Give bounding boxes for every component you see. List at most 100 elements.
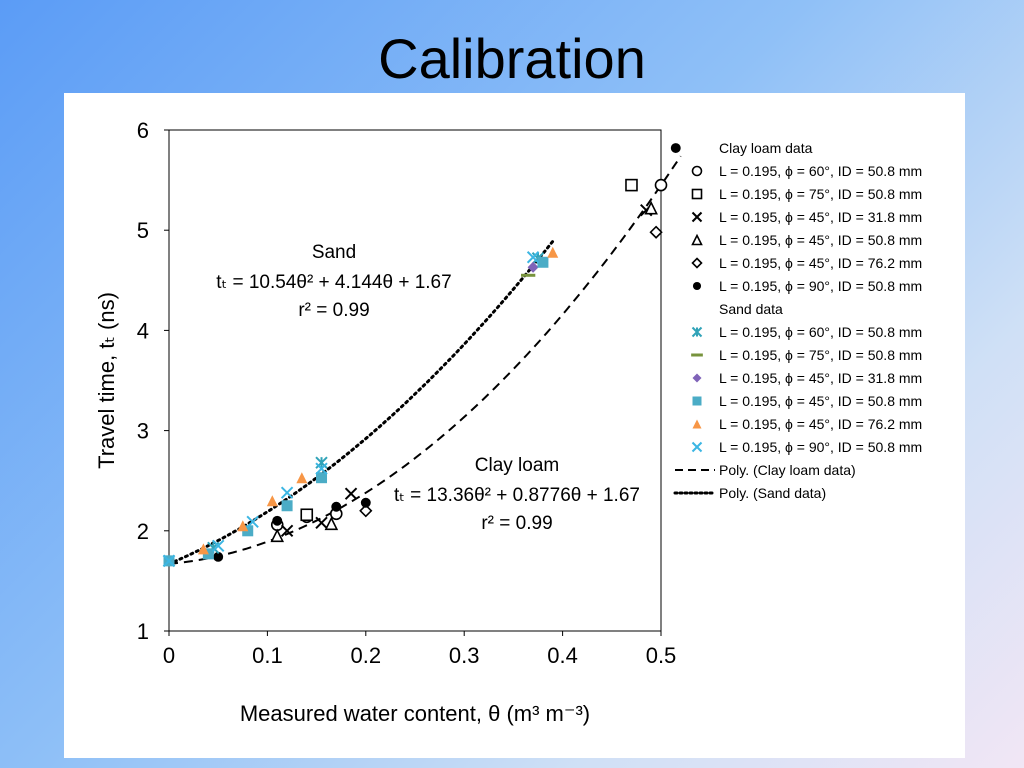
sand-data-point <box>280 486 294 499</box>
clay-loam-data-point <box>644 200 658 215</box>
legend-group-label: Sand data <box>719 301 783 317</box>
y-tick-label: 1 <box>137 619 149 644</box>
clay-loam-data-point <box>670 143 681 153</box>
y-tick-label: 4 <box>137 318 149 343</box>
sand-data-point <box>296 472 308 484</box>
legend: Clay loam data L = 0.195, ϕ = 60°, ID = 5… <box>673 140 922 501</box>
marker-shape <box>300 508 314 522</box>
legend-entry-label: L = 0.195, ϕ = 45°, ID = 50.8 mm <box>719 232 922 248</box>
marker-shape <box>692 419 702 429</box>
marker-shape <box>270 528 285 543</box>
clay-loam-data-point <box>654 178 668 192</box>
plot-frame <box>168 129 662 632</box>
marker-stroke <box>211 539 225 553</box>
clay-loam-data-point <box>315 516 328 529</box>
slide-title: Calibration <box>378 27 646 90</box>
sand-data-point <box>197 543 209 555</box>
marker-shape <box>692 281 702 291</box>
marker-shape <box>644 200 658 215</box>
sand-data-point <box>237 520 249 532</box>
marker-shape <box>654 178 668 192</box>
clay-loam-data-point <box>359 504 373 518</box>
marker-shape <box>527 261 539 273</box>
x-tick-label: 0.5 <box>646 643 677 668</box>
marker-shape <box>316 472 328 484</box>
clay-loam-data-point <box>331 501 342 512</box>
marker-stroke <box>280 486 294 499</box>
clay-loam-data-point <box>213 551 224 562</box>
legend-marker <box>692 373 702 383</box>
sand-data-point <box>315 462 328 475</box>
marker-shape <box>296 472 308 484</box>
sand-data-point <box>246 515 259 528</box>
sand-data-point <box>547 246 559 258</box>
legend-marker <box>691 257 703 269</box>
marker-shape <box>360 497 371 508</box>
sand-data-point <box>315 456 328 469</box>
marker-shape <box>197 543 209 555</box>
legend-entry-label: L = 0.195, ϕ = 90°, ID = 50.8 mm <box>719 439 922 455</box>
x-tick-label: 0.4 <box>547 643 578 668</box>
sand-data-point <box>211 539 225 553</box>
marker-shape <box>547 246 559 258</box>
sand-data-point <box>316 472 328 484</box>
clay-loam-data-point <box>270 528 285 543</box>
legend-entry-label: L = 0.195, ϕ = 45°, ID = 50.8 mm <box>719 393 922 409</box>
legend-entry-label: L = 0.195, ϕ = 60°, ID = 50.8 mm <box>719 163 922 179</box>
marker-shape <box>692 373 702 383</box>
sand-fit-curve <box>167 239 555 566</box>
marker-shape <box>649 225 663 239</box>
legend-entry-label: L = 0.195, ϕ = 75°, ID = 50.8 mm <box>719 347 922 363</box>
sand-data-point <box>527 261 539 273</box>
marker-shape <box>324 516 339 531</box>
x-tick-label: 0.1 <box>252 643 283 668</box>
marker-shape <box>625 178 638 192</box>
legend-entry-label: L = 0.195, ϕ = 60°, ID = 50.8 mm <box>719 324 922 340</box>
marker-shape <box>272 515 283 526</box>
marker-stroke <box>162 554 176 568</box>
clay-loam-data-point <box>360 497 371 508</box>
sand-annotation-r2: r² = 0.99 <box>298 300 369 321</box>
legend-marker <box>692 419 702 429</box>
clay-loam-fit-curve <box>168 155 682 565</box>
marker-shape <box>237 520 249 532</box>
marker-stroke <box>691 441 703 453</box>
legend-marker <box>691 188 703 200</box>
marker-shape <box>670 143 681 153</box>
marker-shape <box>213 551 224 562</box>
sand-annotation-equation: tₜ = 10.54θ² + 4.144θ + 1.67 <box>216 272 451 293</box>
y-axis-label: Travel time, tₜ (ns) <box>94 292 119 469</box>
marker-stroke <box>526 251 540 264</box>
marker-shape <box>537 256 549 268</box>
clay-loam-data-point <box>280 524 294 538</box>
marker-shape <box>691 257 703 269</box>
legend-entry-label: L = 0.195, ϕ = 45°, ID = 76.2 mm <box>719 255 922 271</box>
calibration-chart: 0 0.1 0.2 0.3 0.4 0.5 1 2 3 4 5 6 Measured water con… <box>94 118 922 726</box>
marker-shape <box>266 495 278 507</box>
y-tick-label: 6 <box>137 118 149 143</box>
legend-marker <box>691 165 703 177</box>
marker-shape <box>691 165 703 177</box>
marker-stroke <box>315 462 328 475</box>
legend-group-label: Clay loam data <box>719 140 813 156</box>
sand-data-point <box>281 500 293 512</box>
legend-entry-label: L = 0.195, ϕ = 45°, ID = 31.8 mm <box>719 370 922 386</box>
legend-entry-label: L = 0.195, ϕ = 45°, ID = 31.8 mm <box>719 209 922 225</box>
clay-loam-data-point <box>344 487 358 500</box>
y-tick-label: 2 <box>137 519 149 544</box>
sand-data-point <box>537 256 549 268</box>
clay-loam-annotation-equation: tₜ = 13.36θ² + 0.8776θ + 1.67 <box>394 485 640 506</box>
marker-stroke <box>315 516 328 529</box>
y-tick-label: 3 <box>137 419 149 444</box>
marker-stroke <box>246 515 259 528</box>
chart-panel: 0 0.1 0.2 0.3 0.4 0.5 1 2 3 4 5 6 Measured water con… <box>64 93 965 758</box>
x-axis-label: Measured water content, θ (m³ m⁻³) <box>240 701 590 726</box>
clay-loam-data-point <box>300 508 314 522</box>
sand-annotation-title: Sand <box>312 242 356 263</box>
clay-loam-annotation-r2: r² = 0.99 <box>481 513 552 534</box>
x-tick-label: 0.3 <box>449 643 480 668</box>
legend-entry-label: L = 0.195, ϕ = 75°, ID = 50.8 mm <box>719 186 922 202</box>
clay-loam-data-point <box>649 225 663 239</box>
legend-entry-label: L = 0.195, ϕ = 90°, ID = 50.8 mm <box>719 278 922 294</box>
marker-shape <box>281 500 293 512</box>
